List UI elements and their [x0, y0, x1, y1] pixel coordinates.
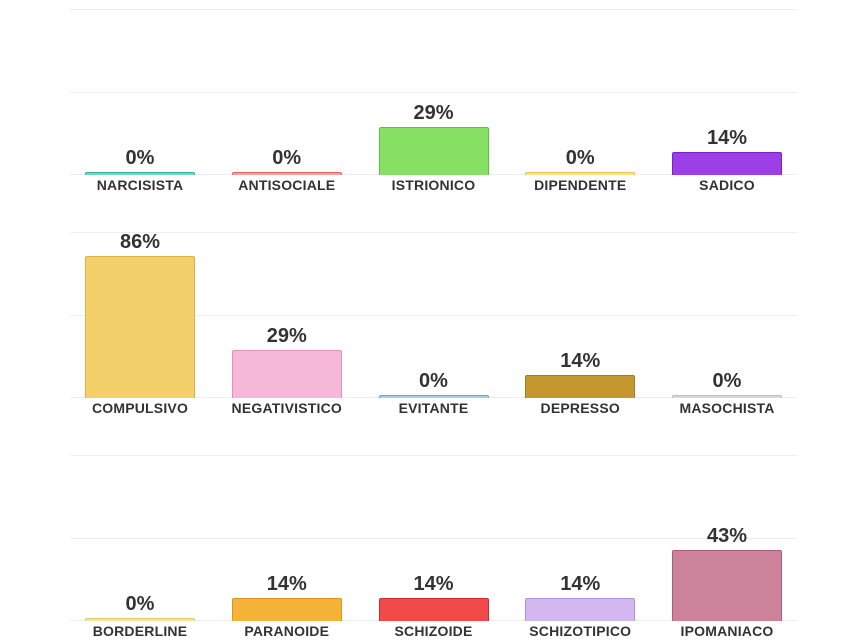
personality-bar-chart: 0% 0% 29% 0% 14% NARCISISTA ANTISOCIALE ISTRION… — [0, 0, 867, 641]
bar-label: ANTISOCIALE — [217, 177, 357, 193]
bar-label: DIPENDENTE — [510, 177, 650, 193]
chart-panel: 0% 14% 14% 14% 43% — [70, 456, 797, 621]
labels-row: BORDERLINE PARANOIDE SCHIZOIDE SCHIZOTIPICO… — [70, 623, 797, 639]
gridline — [70, 9, 797, 10]
bar-label: EVITANTE — [364, 400, 504, 416]
bar-rect — [85, 618, 195, 621]
bar-slot: 14% — [510, 350, 650, 398]
bar-slot: 0% — [657, 370, 797, 398]
chart-panel: 86% 29% 0% 14% 0% — [70, 233, 797, 398]
bar-rect — [85, 172, 195, 175]
bar-value: 0% — [272, 147, 301, 170]
bar-value: 0% — [126, 593, 155, 616]
bar-rect — [232, 598, 342, 621]
bar-rect — [85, 256, 195, 398]
bar-slot: 29% — [364, 102, 504, 175]
bar-label: BORDERLINE — [70, 623, 210, 639]
bar-rect — [232, 350, 342, 398]
bar-value: 0% — [566, 147, 595, 170]
bar-slot: 0% — [364, 370, 504, 398]
bar-value: 0% — [126, 147, 155, 170]
chart-panel: 0% 0% 29% 0% 14% — [70, 10, 797, 175]
bar-value: 14% — [707, 127, 747, 150]
bars-row: 0% 0% 29% 0% 14% — [70, 102, 797, 175]
bar-slot: 0% — [510, 147, 650, 175]
bar-value: 14% — [413, 573, 453, 596]
bar-value: 14% — [267, 573, 307, 596]
bar-slot: 0% — [70, 593, 210, 621]
bar-rect — [379, 598, 489, 621]
bar-value: 0% — [419, 370, 448, 393]
bar-slot: 14% — [510, 573, 650, 621]
bar-rect — [672, 395, 782, 398]
bar-label: SADICO — [657, 177, 797, 193]
bar-value: 0% — [713, 370, 742, 393]
bar-label: IPOMANIACO — [657, 623, 797, 639]
bar-label: ISTRIONICO — [364, 177, 504, 193]
bar-value: 86% — [120, 231, 160, 254]
bar-label: NARCISISTA — [70, 177, 210, 193]
bar-label: DEPRESSO — [510, 400, 650, 416]
bar-slot: 14% — [217, 573, 357, 621]
bar-slot: 43% — [657, 525, 797, 621]
bar-slot: 14% — [364, 573, 504, 621]
bar-rect — [232, 172, 342, 175]
bar-rect — [379, 395, 489, 398]
bar-value: 14% — [560, 350, 600, 373]
bar-label: COMPULSIVO — [70, 400, 210, 416]
bar-value: 29% — [267, 325, 307, 348]
bar-label: SCHIZOTIPICO — [510, 623, 650, 639]
bar-rect — [379, 127, 489, 175]
bar-label: MASOCHISTA — [657, 400, 797, 416]
bars-row: 0% 14% 14% 14% 43% — [70, 525, 797, 621]
bar-rect — [525, 598, 635, 621]
bar-label: PARANOIDE — [217, 623, 357, 639]
bar-slot: 14% — [657, 127, 797, 175]
bars-row: 86% 29% 0% 14% 0% — [70, 231, 797, 398]
bar-slot: 86% — [70, 231, 210, 398]
bar-value: 43% — [707, 525, 747, 548]
bar-label: SCHIZOIDE — [364, 623, 504, 639]
bar-slot: 0% — [70, 147, 210, 175]
bar-slot: 0% — [217, 147, 357, 175]
labels-row: NARCISISTA ANTISOCIALE ISTRIONICO DIPENDENT… — [70, 177, 797, 193]
bar-value: 14% — [560, 573, 600, 596]
bar-label: NEGATIVISTICO — [217, 400, 357, 416]
gridline — [70, 92, 797, 93]
bar-rect — [525, 172, 635, 175]
labels-row: COMPULSIVO NEGATIVISTICO EVITANTE DEPRESSO M… — [70, 400, 797, 416]
bar-rect — [672, 550, 782, 621]
bar-rect — [525, 375, 635, 398]
bar-value: 29% — [413, 102, 453, 125]
gridline — [70, 455, 797, 456]
bar-rect — [672, 152, 782, 175]
bar-slot: 29% — [217, 325, 357, 398]
